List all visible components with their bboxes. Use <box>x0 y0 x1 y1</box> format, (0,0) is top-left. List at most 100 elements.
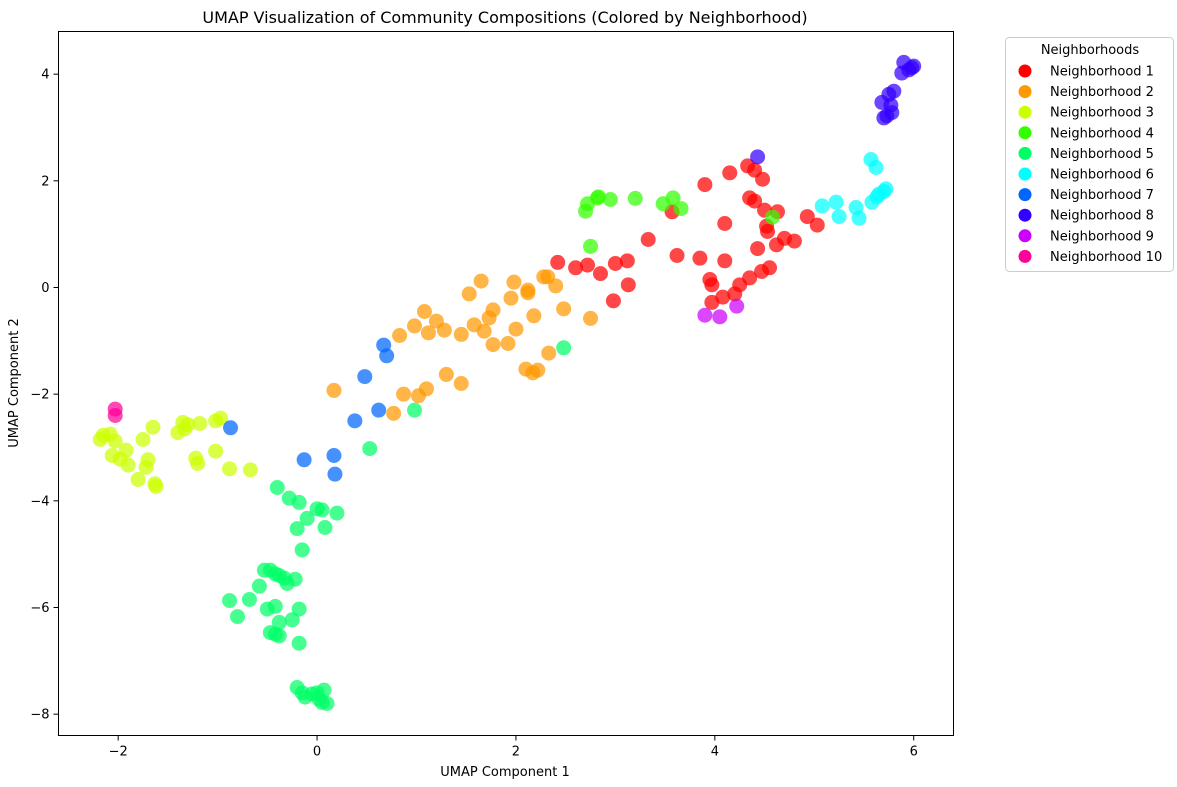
legend-item: Neighborhood 3 <box>1018 105 1154 121</box>
data-point <box>386 405 402 421</box>
data-point <box>541 345 557 361</box>
data-point <box>284 612 300 628</box>
data-point <box>814 198 830 214</box>
data-point <box>742 270 758 286</box>
data-point <box>148 478 164 494</box>
data-point <box>418 381 434 397</box>
data-point <box>750 241 766 257</box>
data-point <box>326 382 342 398</box>
legend-label: Neighborhood 7 <box>1050 188 1154 203</box>
legend-marker <box>1018 167 1032 181</box>
y-tick-label: −4 <box>30 494 49 509</box>
data-point <box>314 502 330 518</box>
chart-title: UMAP Visualization of Community Composit… <box>202 8 807 27</box>
data-point <box>717 253 733 269</box>
series-3 <box>92 410 258 494</box>
x-tick-label: 0 <box>313 745 321 760</box>
data-point <box>436 322 452 338</box>
series-9 <box>697 298 745 325</box>
x-axis-label: UMAP Component 1 <box>440 765 569 780</box>
legend-item: Neighborhood 9 <box>1018 229 1154 244</box>
series-2 <box>326 269 599 421</box>
data-point <box>289 521 305 537</box>
data-point <box>786 233 802 249</box>
data-point <box>319 696 335 711</box>
data-point <box>222 593 238 609</box>
data-point <box>396 386 412 402</box>
legend-label: Neighborhood 2 <box>1050 85 1154 100</box>
data-point <box>251 578 267 594</box>
data-point <box>135 432 151 447</box>
legend-item: Neighborhood 2 <box>1018 85 1154 100</box>
data-point <box>729 298 745 314</box>
legend-marker <box>1018 126 1032 140</box>
legend-item: Neighborhood 1 <box>1018 64 1154 80</box>
data-point <box>476 323 492 339</box>
legend-label: Neighborhood 6 <box>1050 168 1154 183</box>
legend-marker <box>1018 64 1032 78</box>
data-point <box>208 443 224 459</box>
data-point <box>712 309 728 325</box>
data-point <box>291 635 307 651</box>
legend-label: Neighborhood 5 <box>1050 147 1154 162</box>
data-point <box>316 682 332 698</box>
legend-label: Neighborhood 4 <box>1050 126 1154 141</box>
data-point <box>326 448 342 463</box>
data-point <box>130 472 146 487</box>
x-tick-label: 4 <box>711 745 719 760</box>
series-8 <box>750 54 922 165</box>
data-point <box>878 181 894 197</box>
x-tick-label: 6 <box>910 745 918 760</box>
data-point <box>580 257 596 273</box>
data-point <box>485 302 501 318</box>
legend-label: Neighborhood 8 <box>1050 209 1154 224</box>
data-point <box>222 461 238 477</box>
data-point <box>590 189 606 205</box>
data-point <box>120 457 136 473</box>
data-point <box>620 277 636 293</box>
y-tick-label: −8 <box>30 708 49 723</box>
data-point <box>884 105 900 121</box>
legend-label: Neighborhood 3 <box>1050 106 1154 121</box>
legend-items: Neighborhood 1 Neighborhood 2 Neighborhood… <box>1018 64 1162 265</box>
data-point <box>420 325 436 341</box>
legend-label: Neighborhood 1 <box>1050 65 1154 80</box>
series-4 <box>578 189 781 254</box>
data-point <box>548 278 564 294</box>
series-6 <box>814 152 894 226</box>
data-point <box>192 416 208 431</box>
data-point <box>438 366 454 382</box>
data-point <box>392 328 408 343</box>
data-point <box>750 149 766 165</box>
data-point <box>140 452 156 468</box>
data-point <box>269 480 285 495</box>
data-point <box>473 273 489 289</box>
data-point <box>697 307 713 323</box>
data-point <box>267 598 283 614</box>
data-point <box>550 254 566 270</box>
y-tick-label: 4 <box>41 68 49 83</box>
data-point <box>145 419 161 435</box>
legend-frame <box>1005 37 1174 272</box>
data-point <box>583 310 599 326</box>
data-point <box>118 442 134 458</box>
data-point <box>556 340 572 356</box>
data-point <box>762 260 778 276</box>
data-point <box>287 571 303 587</box>
data-point <box>461 286 477 302</box>
legend-item: Neighborhood 6 <box>1018 167 1154 183</box>
data-point <box>230 609 245 625</box>
data-point <box>627 190 643 206</box>
data-point <box>697 177 713 193</box>
data-point <box>347 413 363 429</box>
legend-label: Neighborhood 10 <box>1050 250 1162 265</box>
data-point <box>241 592 257 607</box>
data-point <box>242 462 258 478</box>
data-point <box>357 369 373 385</box>
legend-item: Neighborhood 5 <box>1018 146 1154 162</box>
legend-marker <box>1018 146 1032 160</box>
legend: Neighborhoods Neighborhood 1Neighborhood… <box>1005 37 1174 272</box>
data-point <box>329 505 345 521</box>
legend-marker <box>1018 208 1032 222</box>
